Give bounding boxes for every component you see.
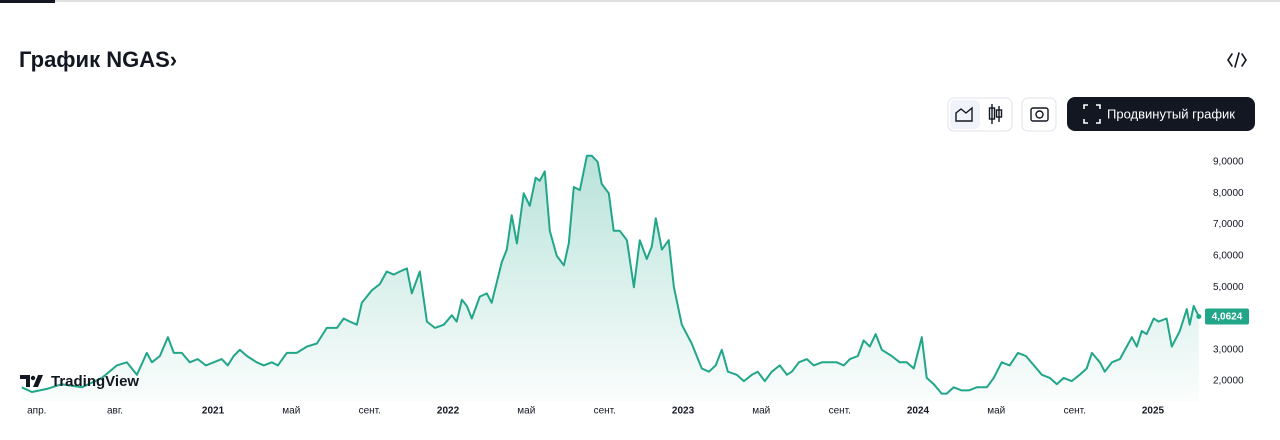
x-tick-label: май (282, 406, 300, 417)
x-tick-label: май (517, 406, 535, 417)
x-tick-label: апр. (27, 406, 46, 417)
x-tick-label: сент. (829, 406, 851, 417)
x-tick-label: 2024 (907, 406, 930, 417)
last-point (1196, 314, 1202, 320)
fullscreen-icon (1083, 104, 1101, 124)
x-tick-label: сент. (1064, 406, 1086, 417)
advanced-chart-label: Продвинутый график (1107, 106, 1235, 121)
y-tick-label: 7,0000 (1213, 219, 1244, 230)
area-button[interactable] (950, 100, 980, 129)
advanced-chart-button[interactable] (1067, 97, 1255, 131)
x-tick-label: май (752, 406, 770, 417)
snapshot-button[interactable] (1021, 97, 1057, 132)
watermark: TradingView (51, 373, 139, 390)
price-line (21, 154, 1200, 395)
y-tick-label: 2,0000 (1213, 376, 1244, 387)
x-tick-label: 2022 (437, 406, 460, 417)
chart-title[interactable]: График NGAS› (19, 47, 177, 72)
top-border (0, 0, 1280, 2)
candle-button[interactable] (988, 104, 1003, 124)
x-tick-label: авг. (107, 406, 123, 417)
y-tick-label: 6,0000 (1213, 251, 1244, 262)
last-price-label: 4,0624 (1212, 312, 1243, 323)
x-tick-label: 2025 (1142, 406, 1165, 417)
x-tick-label: май (987, 406, 1005, 417)
embed-icon[interactable] (1227, 52, 1247, 68)
tradingview-logo: TradingView (20, 373, 139, 390)
camera-icon (1030, 107, 1049, 122)
plot-area: 2,00003,00004,00005,00006,00007,00008,00… (21, 154, 1249, 417)
x-tick-label: 2021 (202, 406, 225, 417)
area-fill (21, 155, 1199, 402)
area-icon (955, 106, 973, 122)
x-tick-label: 2023 (672, 406, 695, 417)
x-tick-label: сент. (359, 406, 381, 417)
y-tick-label: 8,0000 (1213, 188, 1244, 199)
y-tick-label: 9,0000 (1213, 157, 1244, 168)
top-tab (0, 0, 55, 3)
last-price-box (1205, 308, 1249, 325)
y-tick-label: 5,0000 (1213, 282, 1244, 293)
x-tick-label: сент. (594, 406, 616, 417)
y-tick-label: 3,0000 (1213, 344, 1244, 355)
